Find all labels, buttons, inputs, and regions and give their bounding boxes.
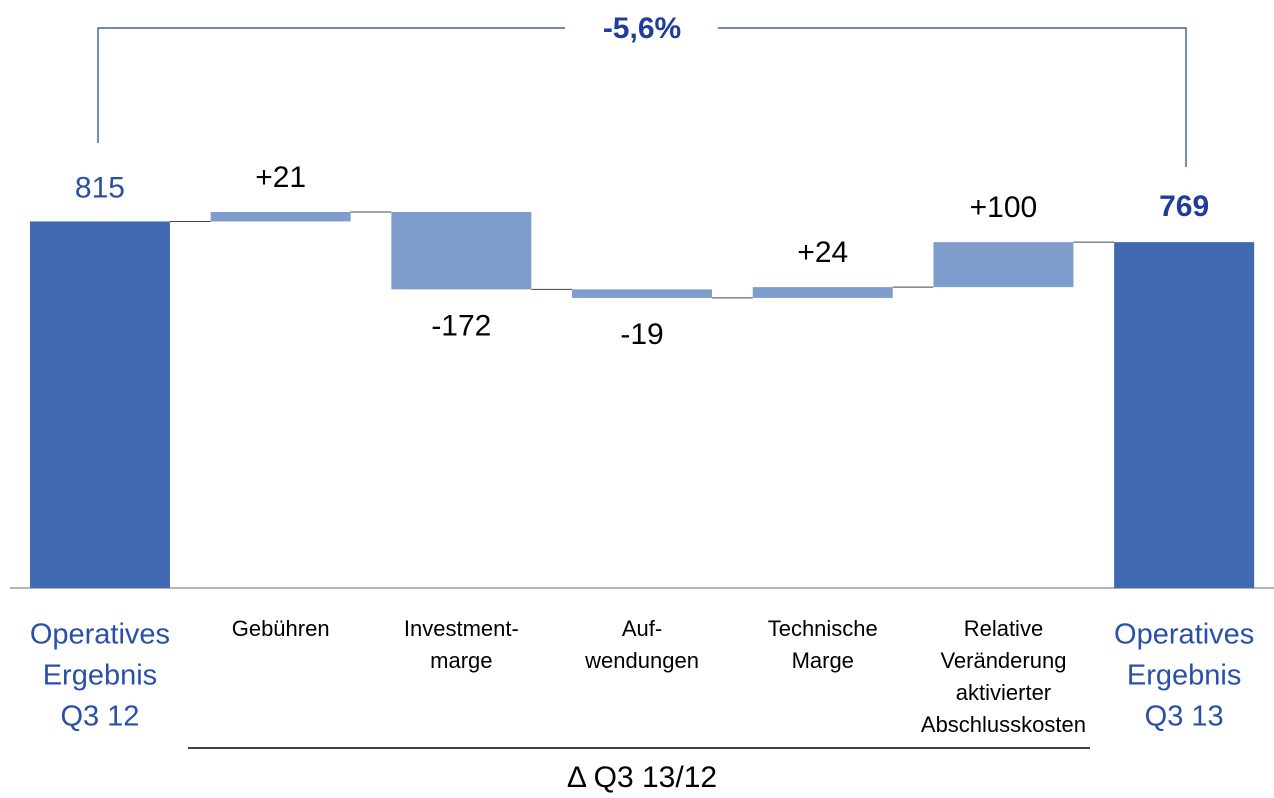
delta-bar (933, 242, 1074, 288)
delta-bar (210, 212, 351, 222)
category-label: Auf- (622, 616, 662, 641)
category-label: Ergebnis (1127, 660, 1241, 692)
total-bar (1114, 242, 1255, 588)
category-label: Q3 13 (1145, 701, 1224, 733)
category-label: Technische (768, 616, 878, 641)
total-bar (29, 221, 170, 588)
category-label: wendungen (584, 648, 699, 673)
category-label: Veränderung (940, 648, 1066, 673)
category-label: marge (430, 648, 492, 673)
category-label: Investment- (404, 616, 519, 641)
change-annotation: -5,6% (603, 12, 681, 45)
delta-bar (752, 287, 893, 298)
value-label: -19 (620, 318, 663, 351)
bracket-left (97, 27, 565, 143)
value-label: +24 (797, 236, 848, 269)
delta-bar (572, 289, 713, 298)
value-label: 815 (75, 171, 125, 204)
value-label: 769 (1159, 190, 1209, 223)
category-label: aktivierter (956, 680, 1051, 705)
category-label: Q3 12 (60, 701, 139, 733)
delta-range-label: Δ Q3 13/12 (567, 761, 717, 794)
category-label: Relative (964, 616, 1043, 641)
value-label: -172 (431, 309, 491, 342)
category-label: Operatives (30, 619, 170, 651)
category-label: Marge (792, 648, 854, 673)
delta-bar (391, 212, 532, 290)
bracket-right (718, 27, 1187, 167)
category-label: Ergebnis (43, 660, 157, 692)
category-label: Gebühren (232, 616, 330, 641)
category-label: Abschlusskosten (921, 712, 1086, 737)
value-label: +21 (255, 161, 306, 194)
value-label: +100 (970, 191, 1038, 224)
category-label: Operatives (1114, 619, 1254, 651)
